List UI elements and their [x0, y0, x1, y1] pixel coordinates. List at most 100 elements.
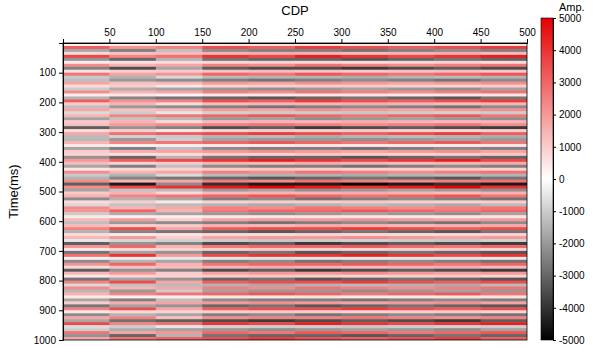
cell	[63, 203, 110, 206]
cell	[295, 120, 342, 123]
cell	[481, 192, 527, 195]
cell	[156, 194, 203, 197]
cell	[109, 334, 156, 337]
tick-mark	[553, 179, 556, 180]
tick-label: 1000	[34, 335, 57, 346]
cell	[434, 233, 481, 236]
cell	[249, 242, 296, 245]
tick-label: 100	[39, 67, 56, 78]
cell	[109, 239, 156, 242]
cell	[434, 197, 481, 200]
cell	[295, 281, 342, 284]
tick-mark	[202, 39, 203, 43]
cell	[249, 186, 296, 189]
cell	[156, 126, 203, 129]
cell	[109, 254, 156, 257]
cell	[388, 117, 435, 120]
cell	[156, 275, 203, 278]
cell	[481, 328, 527, 331]
cell	[156, 301, 203, 304]
cell	[341, 254, 388, 257]
cell	[481, 156, 527, 159]
tick-label: 400	[426, 27, 443, 38]
cell	[63, 254, 110, 257]
tick: 1000	[553, 142, 582, 153]
cell	[388, 275, 435, 278]
cell	[249, 263, 296, 266]
cell	[202, 168, 249, 171]
cell	[295, 111, 342, 114]
tick-mark	[59, 132, 63, 133]
cell	[249, 278, 296, 281]
cell	[202, 212, 249, 215]
cell	[109, 242, 156, 245]
cell	[388, 307, 435, 310]
cell	[481, 334, 527, 337]
cell	[388, 236, 435, 239]
cell	[434, 58, 481, 61]
cell	[249, 138, 296, 141]
cell	[63, 334, 110, 337]
cell	[63, 132, 110, 135]
cell	[109, 67, 156, 70]
cell	[63, 123, 110, 126]
cell	[249, 180, 296, 183]
cell	[63, 126, 110, 129]
cell	[481, 319, 527, 322]
cell	[202, 70, 249, 73]
cell	[202, 105, 249, 108]
cell	[481, 209, 527, 212]
cell	[388, 200, 435, 203]
cell	[156, 99, 203, 102]
cell	[63, 227, 110, 230]
cell	[388, 108, 435, 111]
cell	[295, 215, 342, 218]
cell	[202, 200, 249, 203]
cell	[202, 316, 249, 319]
cell	[481, 138, 527, 141]
cell	[63, 153, 110, 156]
cell	[341, 159, 388, 162]
cell	[388, 334, 435, 337]
tick: 300	[334, 27, 351, 43]
cell	[434, 126, 481, 129]
cell	[388, 135, 435, 138]
tick-mark	[295, 39, 296, 43]
cell	[109, 91, 156, 94]
cell	[202, 290, 249, 293]
cell	[388, 224, 435, 227]
cell	[434, 114, 481, 117]
cell	[156, 257, 203, 260]
tick-label: 500	[519, 27, 536, 38]
cell	[63, 58, 110, 61]
cell	[249, 192, 296, 195]
cell	[341, 295, 388, 298]
cell	[202, 165, 249, 168]
cell	[388, 52, 435, 55]
tick-label: 800	[39, 275, 56, 286]
cell	[202, 156, 249, 159]
cell	[63, 206, 110, 209]
cell	[295, 230, 342, 233]
cell	[63, 221, 110, 224]
cell	[109, 236, 156, 239]
cell	[249, 266, 296, 269]
cell	[481, 242, 527, 245]
cell	[341, 298, 388, 301]
cell	[434, 295, 481, 298]
y-axis-title: Time(ms)	[6, 164, 21, 218]
cell	[388, 301, 435, 304]
cell	[156, 171, 203, 174]
cell	[434, 322, 481, 325]
cell	[202, 46, 249, 49]
cell	[481, 46, 527, 49]
cell	[202, 304, 249, 307]
tick-label: 500	[39, 186, 56, 197]
cell	[202, 183, 249, 186]
cell	[109, 206, 156, 209]
cell	[388, 212, 435, 215]
cell	[434, 328, 481, 331]
cell	[202, 52, 249, 55]
cell	[341, 117, 388, 120]
cell	[434, 325, 481, 328]
